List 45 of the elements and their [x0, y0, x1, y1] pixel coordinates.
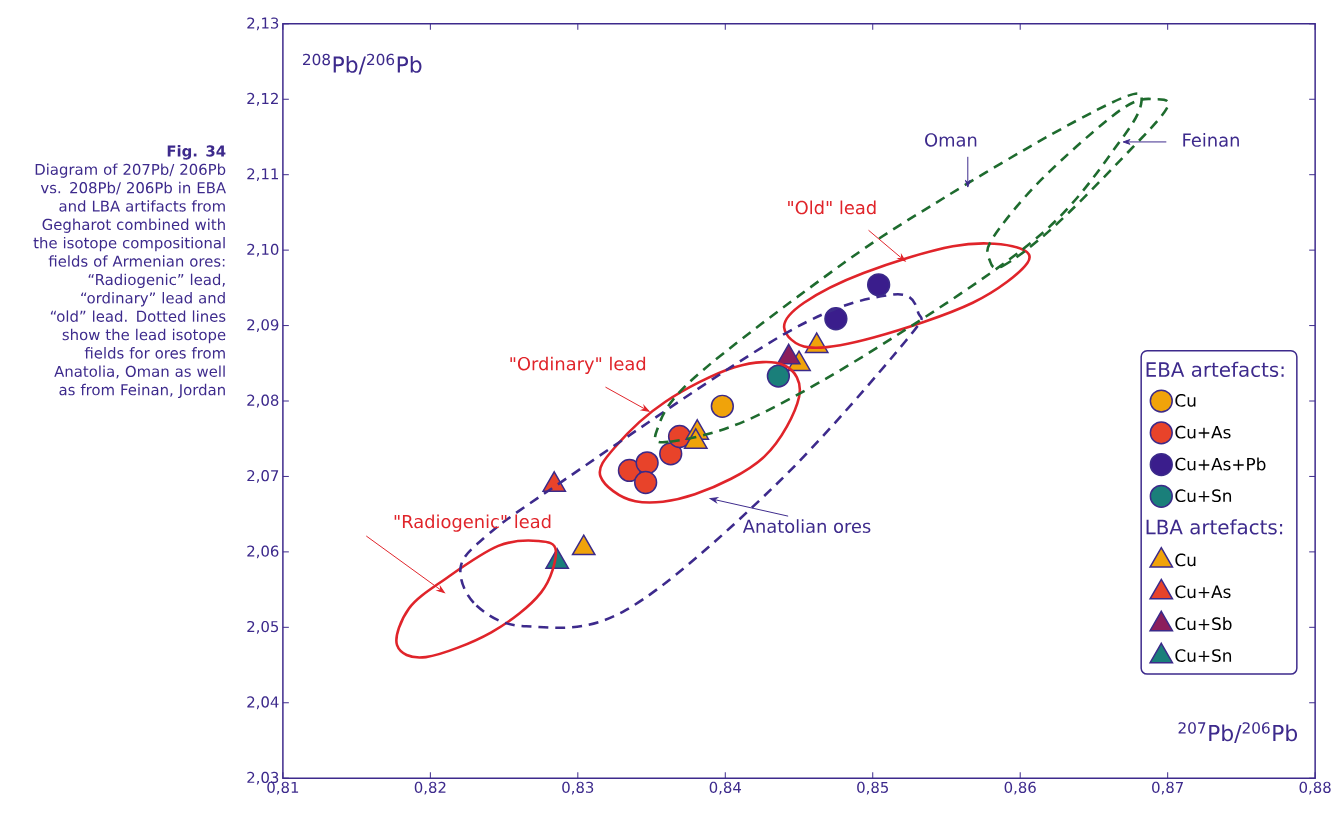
x-axis-title: $^{207}$Pb/$^{206}$Pb: [1178, 722, 1298, 744]
legend-label: Cu+Sb: [1175, 617, 1232, 631]
x-tick-label: 0,85: [857, 781, 889, 795]
annotation: EBA artefacts:: [1146, 361, 1284, 378]
annotation: Feinan: [1183, 133, 1239, 147]
y-tick-label: 2,13: [247, 17, 279, 31]
point: [635, 451, 659, 475]
legend-label: Cu+Sn: [1175, 649, 1232, 662]
y-tick-label: 2,04: [247, 696, 279, 710]
x-tick-label: 0,82: [414, 781, 446, 795]
y-tick-label: 2,08: [247, 394, 279, 408]
x-tick-label: 0,83: [562, 781, 594, 795]
point: [659, 442, 683, 466]
y-tick-label: 2,11: [247, 168, 279, 182]
caption: Fig. 34: [167, 145, 226, 160]
annotation: Anatolian ores: [742, 519, 871, 534]
annotation: "Radiogenic" lead: [394, 514, 551, 532]
y-tick-label: 2,12: [247, 92, 278, 106]
annotation: "Old" lead: [788, 200, 876, 215]
y-tick-label: 2,10: [247, 243, 279, 257]
text: Diagram of 207Pb/ 206Pb vs. 208Pb/ 206Pb in EBA and LBA artifacts from Gegharot combined with the isotope compositional fields of Armenian ores: “Radiogenic” lead, “ordinary” lead and “old” lead. Dotted lines show the lead isotope fields for ores from Anatolia, Oman as well as from Feinan, Jordan: [33, 163, 226, 399]
legend-label: Cu+As: [1175, 585, 1231, 599]
y-tick-label: 2,05: [247, 620, 279, 634]
x-tick-label: 0,86: [1004, 781, 1036, 795]
y-axis-title: $^{208}$Pb/$^{206}$Pb: [303, 53, 422, 75]
annotation: Oman: [925, 133, 977, 147]
y-tick-label: 2,09: [247, 319, 279, 332]
x-tick-label: 0,84: [709, 781, 742, 795]
point: [766, 364, 791, 388]
legend-label: Cu: [1175, 553, 1196, 567]
point: [710, 394, 734, 418]
y-tick-label: 2,06: [247, 545, 279, 559]
point: [824, 307, 848, 331]
legend-label: Cu+As+Pb: [1175, 457, 1266, 471]
annotation: LBA artefacts:: [1146, 519, 1283, 535]
annotation: "Ordinary" lead: [510, 356, 646, 374]
x-tick-label: 0,88: [1299, 781, 1331, 795]
y-tick-label: 2,07: [247, 470, 279, 483]
legend-label: Cu+As: [1175, 425, 1231, 439]
point: [633, 470, 658, 495]
legend-label: Cu: [1175, 394, 1196, 407]
point: [571, 534, 596, 556]
point: [866, 273, 891, 297]
x-tick-label: 0,87: [1152, 781, 1183, 795]
legend-label: Cu+Sn: [1175, 489, 1232, 503]
